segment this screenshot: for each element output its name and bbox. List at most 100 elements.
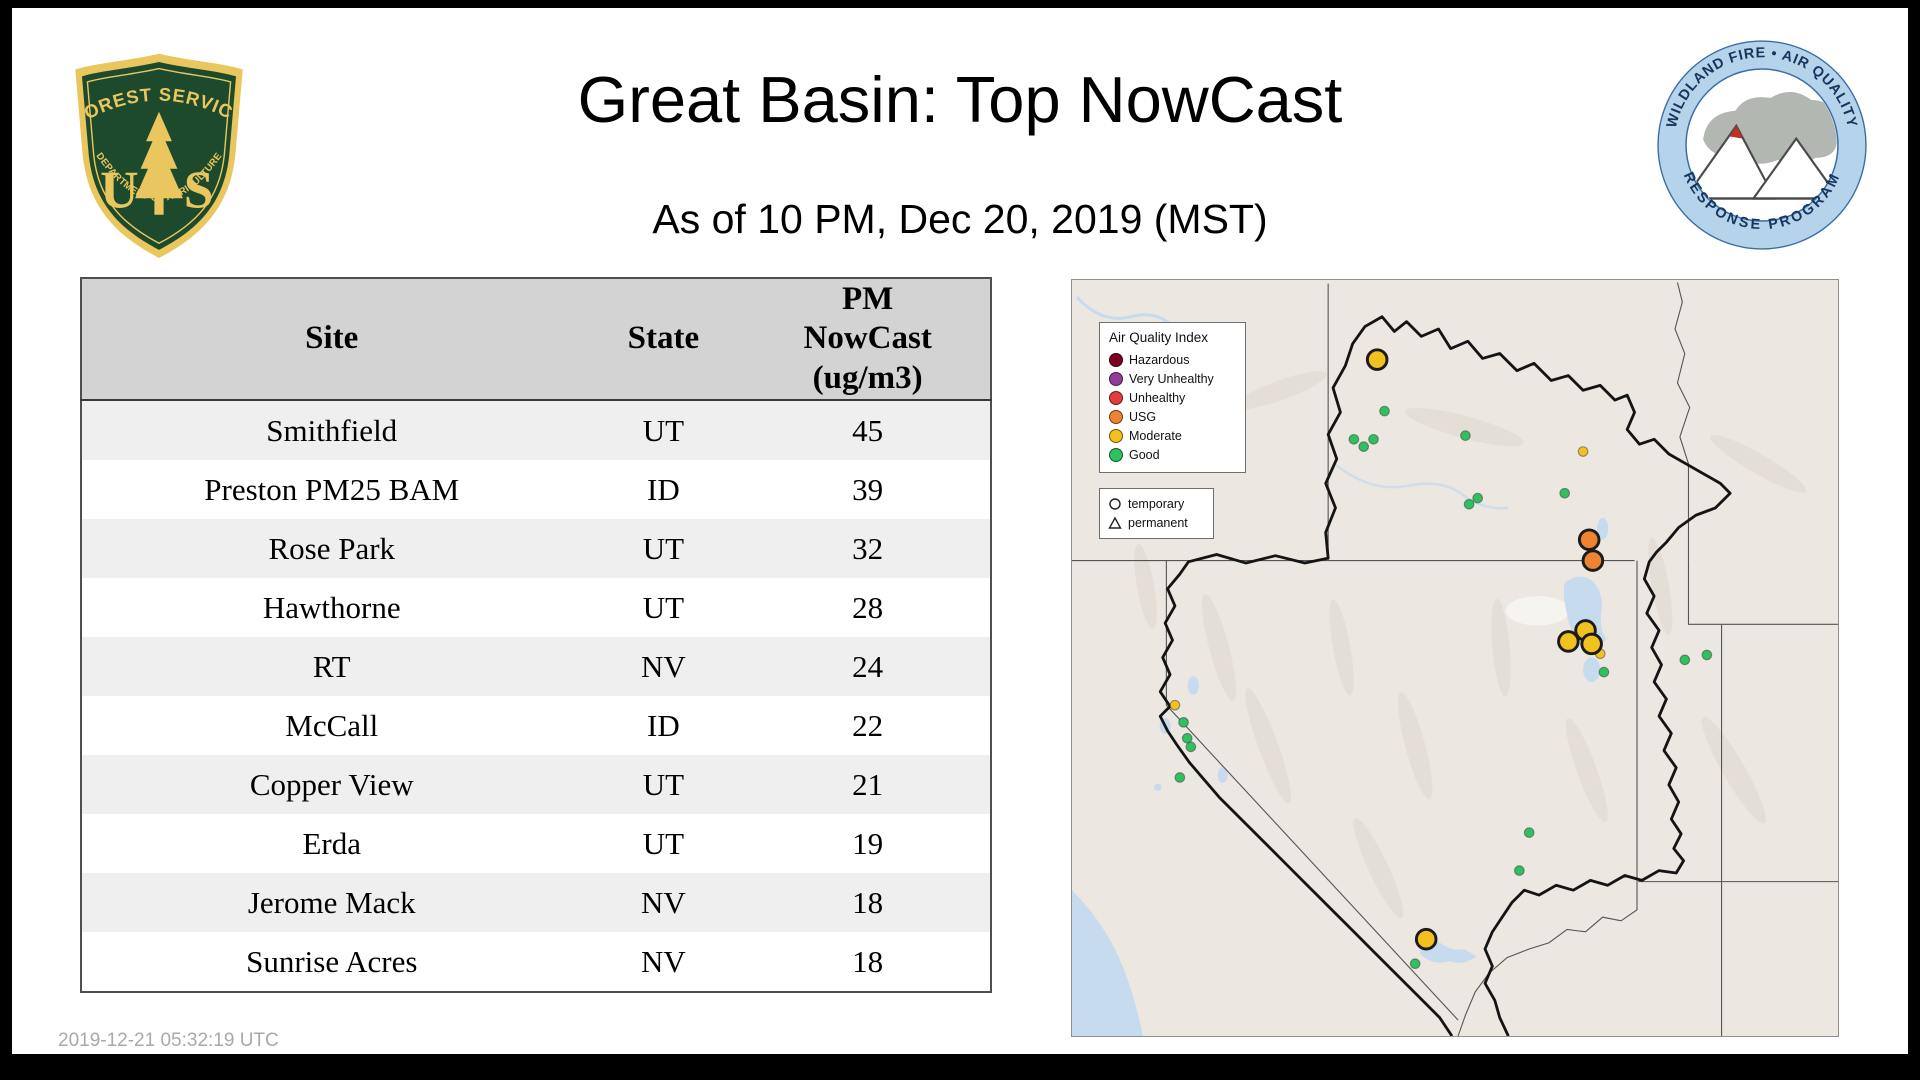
table-cell: UT [642, 530, 685, 566]
wfaqrp-logo-icon: WILDLAND FIRE • AIR QUALITY RESPONSE PRO… [1657, 40, 1867, 250]
monitor-permanent [1185, 741, 1197, 753]
aqi-legend-item: Unhealthy [1109, 388, 1237, 407]
generation-timestamp: 2019-12-21 05:32:19 UTC [58, 1030, 279, 1051]
aqi-legend-list: Hazardous Very Unhealthy Unhealthy USG Moder… [1109, 350, 1237, 464]
monitor-permanent [1523, 827, 1535, 838]
table-cell: Jerome Mack [247, 884, 416, 920]
column-header: PM NowCast (ug/m3) [745, 278, 991, 401]
page-subtitle: As of 10 PM, Dec 20, 2019 (MST) [652, 196, 1268, 242]
monitor-permanent [1472, 492, 1484, 504]
monitor-permanent [1514, 865, 1525, 876]
table-cell: NV [641, 943, 686, 979]
nowcast-table: Site State PM NowCast (ug/m3) Smithfield UT… [80, 277, 992, 993]
legend-label-permanent: permanent [1128, 515, 1188, 530]
monitor-permanent [1368, 433, 1379, 445]
table-cell: Sunrise Acres [246, 943, 418, 979]
table-cell: NV [641, 648, 686, 684]
wfaqrp-logo: WILDLAND FIRE • AIR QUALITY RESPONSE PRO… [1655, 38, 1869, 252]
table-cell: RT [312, 648, 351, 684]
table-cell: 19 [852, 825, 884, 861]
table-row: RT NV 24 [81, 637, 991, 696]
monitor-temporary [1557, 630, 1580, 653]
monitor-permanent [1701, 649, 1713, 661]
monitor-temporary [1414, 927, 1438, 951]
table-cell: 18 [852, 943, 884, 979]
table-cell: Rose Park [268, 530, 396, 566]
table-row: Jerome Mack NV 18 [81, 873, 991, 932]
aqi-color-dot [1109, 371, 1123, 386]
table-cell: 22 [852, 707, 884, 743]
fire-marker-icon [1729, 125, 1743, 139]
usfs-monogram-s: S [184, 159, 214, 219]
table-row: Sunrise Acres NV 18 [81, 932, 991, 992]
table-cell: 39 [852, 471, 884, 507]
legend-item-permanent: permanent [1108, 513, 1207, 532]
monitor-layer [1169, 348, 1713, 970]
table-row: Preston PM25 BAM ID 39 [81, 460, 991, 519]
slide: FOREST SERVICE U S DEPARTMENT OF AGRICUL… [12, 8, 1908, 1054]
table-cell: Erda [302, 825, 362, 861]
monitor-temporary [1365, 348, 1389, 371]
monitor-permanent [1409, 958, 1421, 970]
monitor-temporary [1577, 528, 1601, 552]
legend-item-temporary: temporary [1108, 494, 1207, 513]
column-header: State [581, 278, 746, 401]
table-row: Rose Park UT 32 [81, 519, 991, 578]
aqi-legend-item: USG [1109, 407, 1237, 426]
monitor-permanent [1679, 654, 1691, 666]
marker-type-legend: temporary permanent [1099, 488, 1214, 539]
pine-tree-icon [135, 111, 183, 215]
aqi-color-dot [1109, 352, 1123, 367]
aqi-color-dot [1109, 409, 1123, 424]
aqi-legend-item: Moderate [1109, 426, 1237, 445]
table-cell: Smithfield [266, 412, 398, 448]
table-cell: UT [642, 766, 685, 802]
table-header-row: Site State PM NowCast (ug/m3) [81, 278, 991, 401]
aqi-legend-label: Moderate [1129, 428, 1182, 443]
monitor-permanent [1174, 772, 1186, 783]
table-cell: NV [641, 884, 686, 920]
column-header: Site [81, 278, 582, 401]
monitor-permanent [1559, 487, 1571, 499]
table-cell: 28 [852, 589, 884, 625]
great-basin-boundary [1158, 315, 1732, 1036]
monitor-temporary [1580, 632, 1603, 656]
monitor-temporary [1581, 549, 1605, 572]
table-cell: McCall [285, 707, 379, 743]
table-cell: 24 [852, 648, 884, 684]
aqi-legend-label: Good [1129, 447, 1160, 462]
table-cell: UT [642, 589, 685, 625]
table-row: McCall ID 22 [81, 696, 991, 755]
table-cell: 45 [852, 412, 884, 448]
aqi-legend-title: Air Quality Index [1109, 330, 1209, 345]
aqi-legend-label: Unhealthy [1129, 390, 1186, 405]
permanent-marker-icon [1108, 516, 1122, 529]
table-cell: ID [647, 471, 680, 507]
monitor-permanent [1463, 498, 1475, 510]
monitor-permanent [1460, 430, 1471, 441]
table-body: Smithfield UT 45 Preston PM25 BAM ID 39 Rose P… [81, 400, 991, 992]
table-cell: Hawthorne [262, 589, 401, 625]
monitor-permanent [1348, 433, 1360, 445]
table-cell: Preston PM25 BAM [204, 471, 460, 507]
monitor-permanent [1169, 699, 1181, 711]
aqi-legend-item: Hazardous [1109, 350, 1237, 369]
table-row: Copper View UT 21 [81, 755, 991, 814]
aqi-legend-item: Very Unhealthy [1109, 369, 1237, 388]
aqi-legend-item: Good [1109, 445, 1237, 464]
table-cell: UT [642, 825, 685, 861]
aqi-legend-label: Hazardous [1129, 352, 1190, 367]
table-cell: 32 [852, 530, 884, 566]
table-row: Hawthorne UT 28 [81, 578, 991, 637]
monitor-permanent [1577, 446, 1589, 457]
table-cell: UT [642, 412, 685, 448]
table-cell: ID [647, 707, 680, 743]
aqi-color-dot [1109, 428, 1123, 443]
temporary-marker-icon [1109, 497, 1121, 510]
aqi-legend-label: Very Unhealthy [1129, 371, 1214, 386]
table-cell: Copper View [249, 766, 414, 802]
table-cell: 18 [852, 884, 884, 920]
monitor-permanent [1178, 716, 1189, 728]
legend-label-temporary: temporary [1128, 496, 1185, 511]
